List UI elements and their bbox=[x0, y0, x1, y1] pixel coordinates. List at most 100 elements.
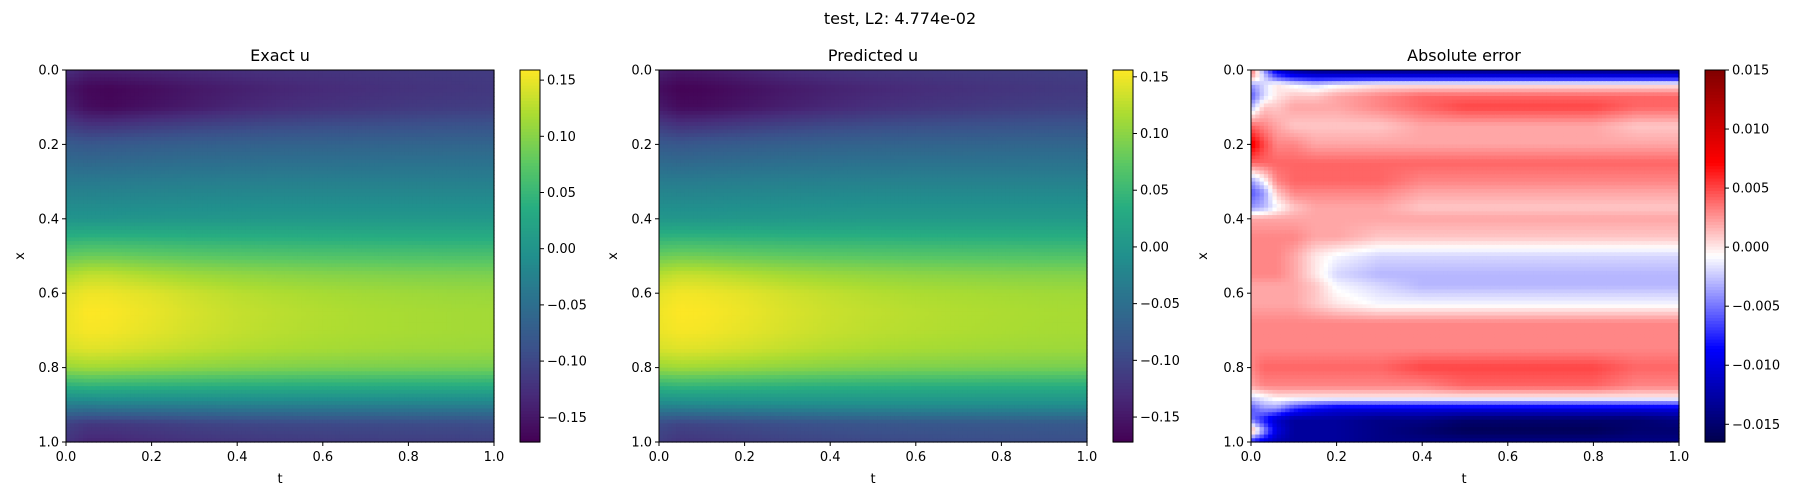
heatmap-cell bbox=[117, 174, 122, 178]
heatmap-cell bbox=[460, 130, 465, 134]
heatmap-cell bbox=[293, 130, 298, 134]
heatmap-cell bbox=[199, 122, 204, 126]
heatmap-cell bbox=[438, 208, 443, 212]
heatmap-cell bbox=[434, 189, 439, 193]
heatmap-cell bbox=[370, 182, 375, 186]
heatmap-cell bbox=[366, 92, 371, 96]
heatmap-cell bbox=[203, 111, 208, 115]
heatmap-cell bbox=[306, 133, 311, 137]
heatmap-cell bbox=[229, 237, 234, 241]
heatmap-cell bbox=[417, 133, 422, 137]
heatmap-cell bbox=[199, 118, 204, 122]
heatmap-cell bbox=[186, 133, 191, 137]
heatmap-cell bbox=[220, 122, 225, 126]
heatmap-cell bbox=[391, 252, 396, 256]
heatmap-cell bbox=[366, 211, 371, 215]
heatmap-cell bbox=[169, 211, 174, 215]
heatmap-cell bbox=[139, 133, 144, 137]
heatmap-cell bbox=[177, 163, 182, 167]
heatmap-cell bbox=[237, 215, 242, 219]
heatmap-cell bbox=[229, 100, 234, 104]
heatmap-cell bbox=[203, 137, 208, 141]
heatmap-cell bbox=[75, 118, 80, 122]
heatmap-cell bbox=[284, 226, 289, 230]
heatmap-cell bbox=[250, 178, 255, 182]
heatmap-cell bbox=[447, 208, 452, 212]
heatmap-cell bbox=[177, 133, 182, 137]
heatmap-cell bbox=[340, 148, 345, 152]
heatmap-cell bbox=[310, 226, 315, 230]
heatmap-cell bbox=[147, 70, 152, 74]
heatmap-cell bbox=[143, 70, 148, 74]
heatmap-cell bbox=[293, 137, 298, 141]
heatmap-cell bbox=[96, 167, 101, 171]
heatmap-cell bbox=[250, 122, 255, 126]
heatmap-cell bbox=[267, 215, 272, 219]
heatmap-cell bbox=[361, 252, 366, 256]
heatmap-cell bbox=[194, 219, 199, 223]
heatmap-cell bbox=[284, 133, 289, 137]
heatmap-cell bbox=[100, 156, 105, 160]
heatmap-cell bbox=[396, 92, 401, 96]
heatmap-cell bbox=[426, 200, 431, 204]
heatmap-cell bbox=[314, 89, 319, 93]
heatmap-cell bbox=[92, 204, 97, 208]
heatmap-cell bbox=[75, 137, 80, 141]
heatmap-cell bbox=[177, 159, 182, 163]
heatmap-cell bbox=[336, 92, 341, 96]
heatmap-cell bbox=[254, 219, 259, 223]
heatmap-cell bbox=[126, 118, 131, 122]
heatmap-cell bbox=[387, 230, 392, 234]
heatmap-cell bbox=[143, 211, 148, 215]
heatmap-cell bbox=[271, 137, 276, 141]
heatmap-cell bbox=[443, 111, 448, 115]
heatmap-cell bbox=[336, 159, 341, 163]
heatmap-cell bbox=[348, 237, 353, 241]
heatmap-cell bbox=[400, 204, 405, 208]
heatmap-cell bbox=[216, 219, 221, 223]
heatmap-cell bbox=[139, 163, 144, 167]
heatmap-cell bbox=[271, 252, 276, 256]
heatmap-cell bbox=[383, 159, 388, 163]
heatmap-cell bbox=[117, 77, 122, 81]
heatmap-cell bbox=[190, 111, 195, 115]
heatmap-cell bbox=[400, 144, 405, 148]
heatmap-cell bbox=[190, 137, 195, 141]
heatmap-cell bbox=[156, 193, 161, 197]
heatmap-cell bbox=[199, 215, 204, 219]
heatmap-cell bbox=[451, 111, 456, 115]
heatmap-cell bbox=[361, 204, 366, 208]
heatmap-cell bbox=[408, 193, 413, 197]
heatmap-cell bbox=[66, 208, 71, 212]
heatmap-cell bbox=[156, 178, 161, 182]
heatmap-cell bbox=[293, 237, 298, 241]
heatmap-cell bbox=[173, 70, 178, 74]
heatmap-cell bbox=[143, 208, 148, 212]
heatmap-cell bbox=[468, 118, 473, 122]
heatmap-cell bbox=[477, 174, 482, 178]
heatmap-cell bbox=[443, 74, 448, 78]
heatmap-cell bbox=[353, 141, 358, 145]
heatmap-cell bbox=[263, 230, 268, 234]
heatmap-cell bbox=[289, 141, 294, 145]
heatmap-cell bbox=[267, 118, 272, 122]
heatmap-cell bbox=[75, 144, 80, 148]
heatmap-cell bbox=[400, 141, 405, 145]
heatmap-cell bbox=[400, 245, 405, 249]
heatmap-cell bbox=[447, 122, 452, 126]
heatmap-cell bbox=[96, 159, 101, 163]
heatmap-cell bbox=[284, 137, 289, 141]
heatmap-cell bbox=[477, 159, 482, 163]
heatmap-cell bbox=[310, 245, 315, 249]
heatmap-cell bbox=[139, 141, 144, 145]
heatmap-cell bbox=[241, 92, 246, 96]
heatmap-cell bbox=[361, 185, 366, 189]
heatmap-cell bbox=[314, 234, 319, 238]
heatmap-cell bbox=[323, 208, 328, 212]
heatmap-cell bbox=[348, 133, 353, 137]
heatmap-cell bbox=[241, 107, 246, 111]
heatmap-cell bbox=[297, 185, 302, 189]
heatmap-cell bbox=[306, 81, 311, 85]
heatmap-cell bbox=[477, 196, 482, 200]
heatmap-cell bbox=[92, 170, 97, 174]
